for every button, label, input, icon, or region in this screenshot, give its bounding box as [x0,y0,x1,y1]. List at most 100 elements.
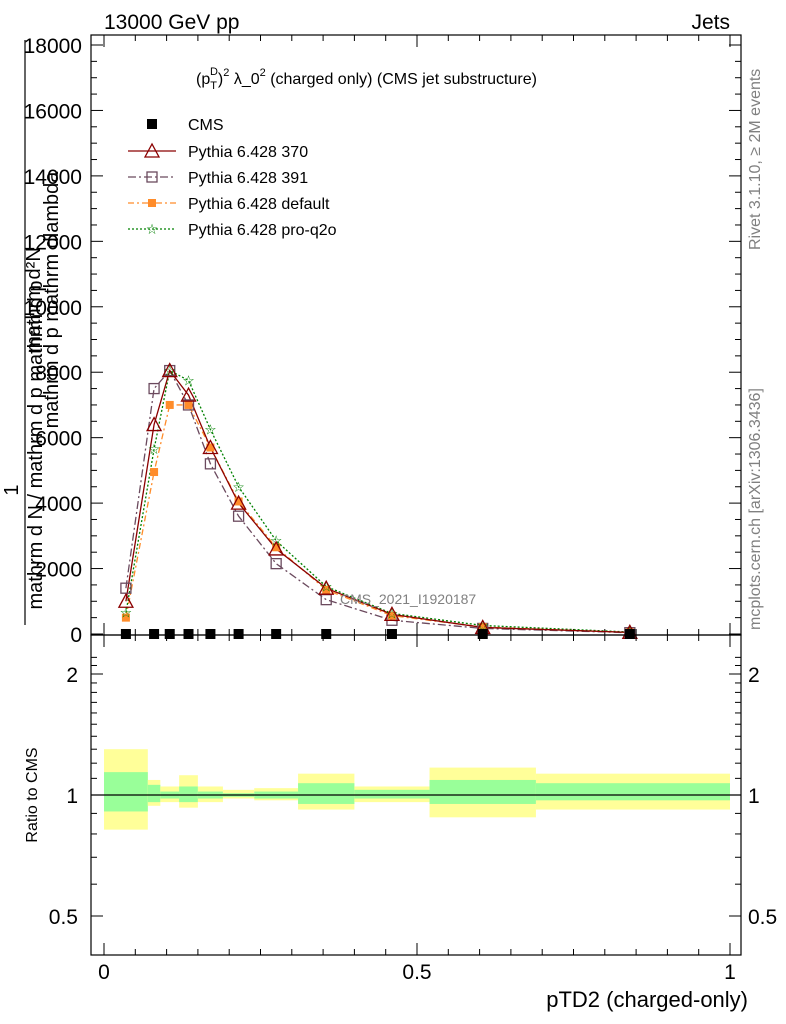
p391-point [204,458,217,470]
rivet-note: Rivet 3.1.10, ≥ 2M events [747,69,764,250]
main-ytick-label: 18000 [24,35,82,58]
ratio-band-inner [179,786,198,803]
p391-point [182,399,195,411]
header-right: Jets [691,11,730,34]
x-tick-label: 0 [98,961,110,984]
cms-point [183,629,194,639]
legend-label-391: Pythia 6.428 391 [188,170,308,187]
pdefault-point [387,611,396,620]
ratio-band-inner [104,772,148,812]
title-sup-2: 2 [223,67,229,79]
main-ytick-label: 14000 [24,166,82,189]
pdefault-point [184,400,193,409]
title-sup-2b: 2 [260,67,266,79]
ratio-band-inner [298,783,355,804]
p370-point [230,494,247,510]
title-after: ) [218,71,223,88]
main-ytick-label: 0 [70,624,82,647]
pq2o-point: ☆ [204,422,217,438]
p370-point [117,592,134,608]
p391-point [164,364,176,377]
p370-point [202,439,219,455]
ratio-ytick-label: 2 [66,664,78,687]
main-ytick-label: 4000 [35,493,82,516]
main-ytick-label: 10000 [24,297,82,320]
ratio-axis-ticks: 0.5 0.5 1 1 2 2 0 0.5 1 [49,635,777,984]
main-ytick-label: 16000 [24,100,82,123]
pq2o-point: ☆ [148,442,161,458]
ratio-ytick-label: 0.5 [49,906,78,929]
legend-default-marker [148,199,156,207]
main-axis-ticks: 0 2000 4000 6000 8000 10000 12000 14000 16000 180… [24,35,741,647]
title-lambda: λ_0 [229,71,259,88]
title-sup-d: D [210,66,218,78]
pq2o-point: ☆ [386,606,399,622]
pq2o-point: ☆ [120,606,133,622]
title-base: (p [196,71,210,88]
ratio-ytick-label-right: 1 [748,785,760,808]
legend-label-q2o: Pythia 6.428 pro-q2o [188,222,337,239]
ratio-band-inner [147,784,161,803]
legend-cms-marker [147,119,157,129]
title-sub-t: T [210,80,217,92]
plot-title: (pTD)2 λ_02 (charged only) (CMS jet subs… [196,66,537,92]
main-series-points: ☆☆☆☆☆☆☆☆☆☆☆ [117,362,638,641]
p391-point [148,382,160,395]
pq2o-point: ☆ [320,580,333,596]
pdefault-point [165,400,174,409]
mcplots-note: mcplots.cern.ch [arXiv:1306.3436] [747,388,764,630]
pq2o-point: ☆ [232,480,245,496]
series-line-4 [125,369,630,633]
p370-point [161,362,178,378]
ylabel-one: 1 [1,484,23,495]
pdefault-point [322,585,331,594]
p370-point [145,416,163,432]
x-tick-label: 1 [724,961,736,984]
p370-point [268,540,285,556]
pdefault-point [150,468,159,477]
ratio-ytick-label-right: 0.5 [748,906,777,929]
ratio-ytick-label: 1 [66,785,78,808]
cms-point [321,629,332,639]
cms-point [624,629,635,639]
ratio-bands [104,749,730,830]
legend-q2o-marker: ☆ [146,222,159,238]
pdefault-point [121,613,130,622]
cms-point [205,629,216,639]
ylabel-numerator-1: mathrm d²N [23,247,45,353]
p370-point [318,579,335,595]
main-ytick-label: 6000 [35,428,82,451]
pdefault-point [272,543,281,552]
analysis-watermark: CMS_2021_I1920187 [340,591,476,607]
cms-point [120,629,131,639]
main-ylabel: mathrm d²N mathrm d p mathrm dlambda 1 m… [1,40,63,625]
ratio-ylabel: Ratio to CMS [24,747,41,842]
x-tick-label: 0.5 [402,961,431,984]
main-ytick-label: 8000 [35,362,82,385]
main-ytick-label: 12000 [24,231,82,254]
ratio-band-inner [354,789,430,799]
x-axis-label: pTD2 (charged-only) [546,987,748,1012]
main-ytick-label: 2000 [35,559,82,582]
cms-point [149,629,160,639]
ylabel-denominator-2: mathrm d N / mathrm d p mathrm d p [25,281,47,610]
p370-point [180,386,197,402]
pq2o-point: ☆ [182,373,195,389]
pdefault-point [478,623,487,632]
legend-391-marker [146,171,158,183]
p370-point [383,605,401,622]
ratio-band-inner [429,779,536,804]
cms-point [477,629,488,639]
cms-point [233,629,244,639]
legend-370-marker [143,142,161,158]
header-left: 13000 GeV pp [104,11,239,34]
series-line-3 [125,404,630,634]
legend: CMS Pythia 6.428 370 Pythia 6.428 391 Py… [128,117,337,239]
cms-point [386,629,397,639]
cms-point [271,629,282,639]
p391-point [270,557,282,570]
legend-label-cms: CMS [188,117,224,134]
ylabel-denominator-1: mathrm d p mathrm dlambda [41,171,63,429]
